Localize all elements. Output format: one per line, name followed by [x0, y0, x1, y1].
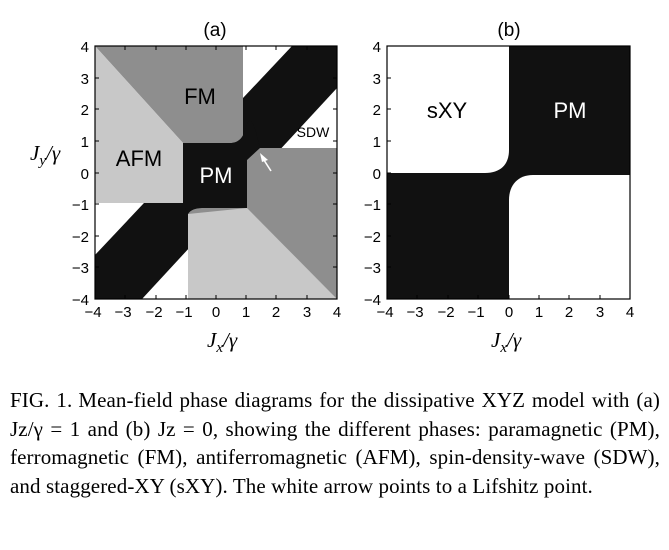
x-tick: 2	[565, 304, 573, 321]
y-tick: 0	[81, 166, 89, 183]
panel-b-y-tick-labels: 4 3 2 1 0 −1 −2 −3 −4	[364, 39, 381, 309]
panel-a-plot: FM AFM PM SDW	[94, 45, 338, 300]
panel-b-x-tick-labels: −4 −3 −2 −1 0 1 2 3 4	[376, 304, 634, 321]
y-tick: 3	[81, 71, 89, 88]
y-tick: 4	[81, 39, 89, 56]
region-fm-top	[95, 46, 243, 143]
region-label-afm: AFM	[116, 146, 162, 171]
panel-b-plot: sXY PM	[386, 45, 631, 300]
y-tick: −1	[364, 197, 381, 214]
panel-a-x-tick-labels: −4 −3 −2 −1 0 1 2 3 4	[84, 304, 341, 321]
x-tick: 3	[303, 304, 311, 321]
x-tick: 4	[333, 304, 341, 321]
x-tick: 0	[212, 304, 220, 321]
figure-caption: FIG. 1. Mean-field phase diagrams for the…	[10, 386, 660, 500]
region-afm-bottom	[188, 208, 337, 299]
region-afm-right	[247, 148, 337, 299]
region-label-pm-a: PM	[200, 163, 233, 188]
panel-b: (b) sXY PM −4 −3 −2 −	[364, 20, 634, 356]
panel-b-letter: (b)	[497, 20, 520, 41]
x-tick: 4	[626, 304, 634, 321]
region-sxy-bottom-right	[509, 175, 630, 299]
x-tick: −3	[114, 304, 131, 321]
y-tick: −3	[364, 260, 381, 277]
caption-label: FIG. 1.	[10, 388, 73, 412]
caption-text: Mean-field phase diagrams for the dissip…	[10, 388, 660, 498]
figure: (a) FM AFM PM SDW	[30, 20, 634, 356]
y-tick: 1	[81, 134, 89, 151]
region-label-sxy: sXY	[427, 98, 468, 123]
lifshitz-arrow	[260, 153, 272, 172]
y-tick: 2	[81, 102, 89, 119]
y-tick: 3	[373, 71, 381, 88]
region-pm-core	[183, 143, 247, 208]
region-label-pm-b: PM	[554, 98, 587, 123]
region-label-fm: FM	[184, 84, 216, 109]
y-tick: −3	[72, 260, 89, 277]
panel-a-ticks	[95, 46, 337, 299]
x-tick: 0	[505, 304, 513, 321]
region-sxy-top-left	[387, 46, 509, 173]
x-tick: −2	[145, 304, 162, 321]
y-tick: −2	[72, 229, 89, 246]
x-tick: 1	[242, 304, 250, 321]
y-tick: 4	[373, 39, 381, 56]
panel-a: (a) FM AFM PM SDW	[30, 20, 341, 356]
x-tick: −3	[406, 304, 423, 321]
x-tick: 3	[596, 304, 604, 321]
y-tick: −4	[364, 292, 381, 309]
y-tick: 2	[373, 102, 381, 119]
panel-a-y-tick-labels: 4 3 2 1 0 −1 −2 −3 −4	[72, 39, 89, 309]
y-tick: −4	[72, 292, 89, 309]
x-tick: −1	[467, 304, 484, 321]
panel-a-y-axis-label: Jy/γ	[30, 141, 61, 169]
panel-b-ticks	[387, 77, 601, 299]
x-tick: −4	[84, 304, 101, 321]
x-tick: −4	[376, 304, 393, 321]
y-tick: 0	[373, 166, 381, 183]
x-tick: 1	[535, 304, 543, 321]
y-tick: −1	[72, 197, 89, 214]
x-tick: −2	[437, 304, 454, 321]
y-tick: 1	[373, 134, 381, 151]
panel-b-x-axis-label: Jx/γ	[491, 328, 522, 356]
x-tick: 2	[272, 304, 280, 321]
panel-a-letter: (a)	[203, 20, 226, 41]
panel-a-x-axis-label: Jx/γ	[207, 328, 238, 356]
region-afm-left	[95, 46, 183, 203]
y-tick: −2	[364, 229, 381, 246]
region-label-sdw: SDW	[297, 124, 330, 140]
x-tick: −1	[175, 304, 192, 321]
